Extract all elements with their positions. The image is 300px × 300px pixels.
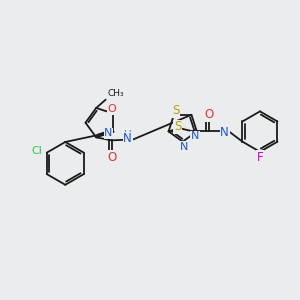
Text: H: H (221, 131, 229, 142)
Text: H: H (124, 130, 132, 140)
Text: N: N (123, 132, 132, 145)
Text: O: O (108, 104, 116, 114)
Text: S: S (172, 104, 179, 117)
Text: N: N (220, 125, 229, 139)
Text: N: N (104, 128, 112, 138)
Text: Cl: Cl (32, 146, 43, 156)
Text: N: N (191, 131, 200, 142)
Text: O: O (107, 151, 116, 164)
Text: CH₃: CH₃ (107, 89, 124, 98)
Text: F: F (257, 151, 263, 164)
Text: N: N (180, 142, 188, 152)
Text: S: S (174, 121, 182, 134)
Text: O: O (204, 108, 213, 121)
